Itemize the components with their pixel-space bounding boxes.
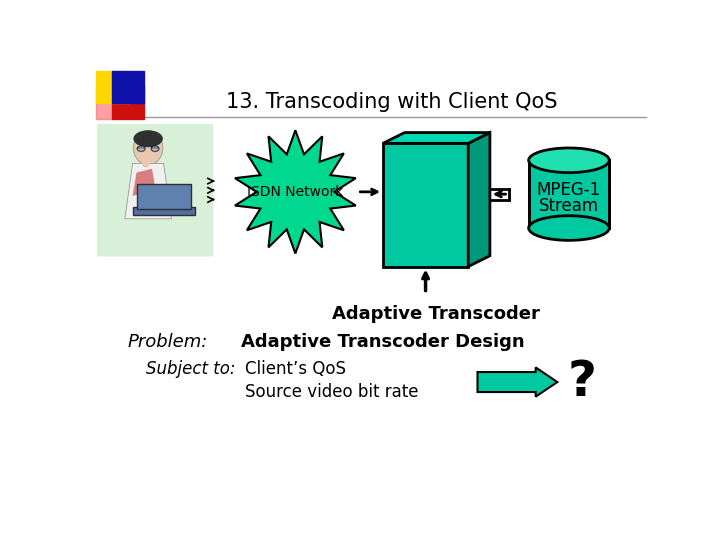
Ellipse shape	[138, 146, 145, 151]
Bar	[132, 207, 194, 215]
Text: ISDN Network: ISDN Network	[247, 185, 343, 199]
Bar	[96, 86, 113, 119]
Polygon shape	[235, 130, 356, 253]
Text: Client’s QoS: Client’s QoS	[245, 360, 346, 378]
Ellipse shape	[528, 148, 609, 173]
Text: MPEG-1: MPEG-1	[537, 180, 601, 199]
Text: Stream: Stream	[539, 198, 599, 215]
Text: ?: ?	[567, 358, 597, 406]
Bar	[112, 86, 144, 119]
Bar	[96, 71, 129, 103]
Polygon shape	[125, 164, 171, 219]
Ellipse shape	[133, 130, 163, 147]
Polygon shape	[132, 168, 156, 195]
Polygon shape	[468, 132, 490, 267]
Polygon shape	[383, 132, 490, 143]
Text: Adaptive Transcoder Design: Adaptive Transcoder Design	[241, 333, 525, 351]
Bar	[383, 143, 468, 267]
Text: Subject to:: Subject to:	[145, 360, 235, 378]
Ellipse shape	[528, 215, 609, 240]
FancyBboxPatch shape	[97, 124, 213, 256]
Ellipse shape	[133, 131, 163, 165]
Text: Adaptive Transcoder: Adaptive Transcoder	[333, 305, 541, 323]
Text: 13. Transcoding with Client QoS: 13. Transcoding with Client QoS	[225, 92, 557, 112]
FancyArrow shape	[477, 367, 557, 397]
Text: Source video bit rate: Source video bit rate	[245, 383, 418, 401]
Bar	[528, 160, 609, 228]
Bar	[137, 184, 191, 209]
Text: Problem:: Problem:	[127, 333, 207, 351]
Bar	[112, 71, 144, 103]
Ellipse shape	[151, 146, 159, 151]
